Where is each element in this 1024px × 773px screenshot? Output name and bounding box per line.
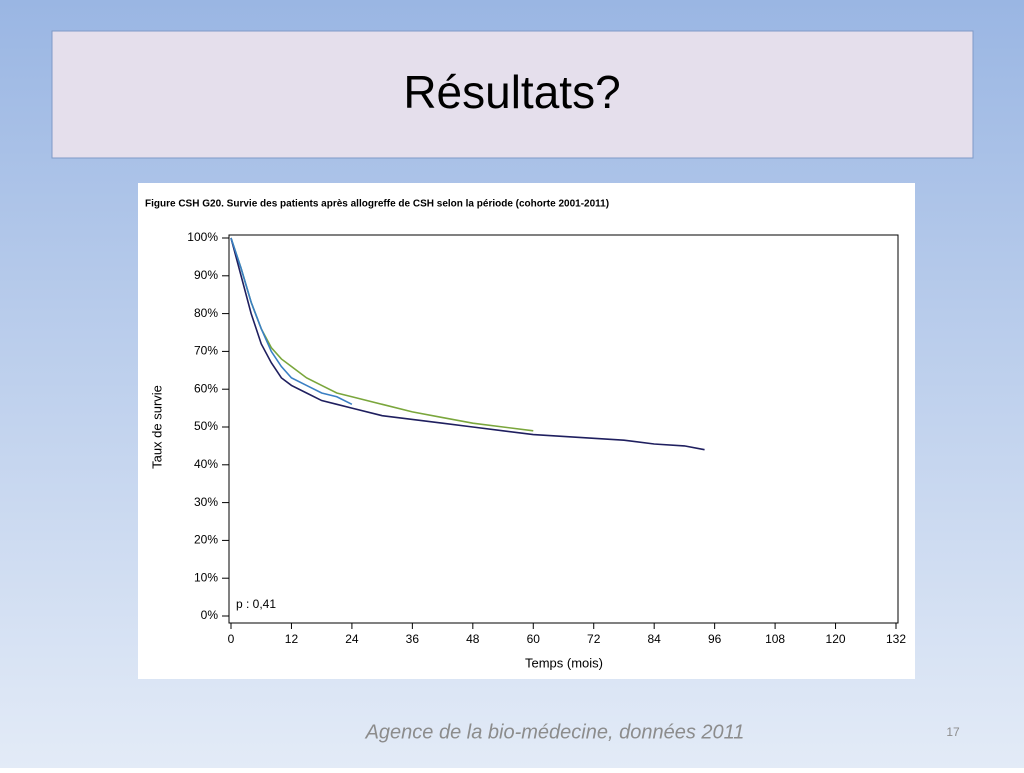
y-tick-label: 70% bbox=[194, 344, 218, 358]
source: Agence de la bio-médecine, données 2011 bbox=[365, 721, 745, 743]
x-tick-label: 72 bbox=[587, 632, 601, 646]
y-tick-label: 10% bbox=[194, 570, 218, 584]
annotation: p : 0,41 bbox=[236, 597, 276, 611]
x-tick-label: 24 bbox=[345, 632, 359, 646]
slide-number: 17 bbox=[946, 725, 960, 739]
y-tick-label: 50% bbox=[194, 419, 218, 433]
plot: 0% 10% 20% 30% 40% 50% 60% 70% 80% 90% 100% 0 12 24 36… bbox=[187, 230, 906, 646]
x-tick-label: 36 bbox=[406, 632, 420, 646]
y-tick-label: 100% bbox=[187, 230, 218, 244]
survival-curve bbox=[230, 237, 353, 406]
y-axis-label: Taux de survie bbox=[149, 385, 164, 469]
y-tick-label: 40% bbox=[194, 457, 218, 471]
chart-panel bbox=[138, 183, 915, 679]
y-tick-label: 20% bbox=[194, 533, 218, 547]
x-tick-label: 60 bbox=[527, 632, 541, 646]
chart-title: Figure CSH G20. Survie des patients aprè… bbox=[145, 199, 609, 210]
x-tick-label: 48 bbox=[466, 632, 480, 646]
slide-title: Résultats? bbox=[403, 66, 620, 118]
title-box bbox=[51, 30, 974, 159]
x-tick-label: 120 bbox=[826, 632, 846, 646]
x-tick-label: 12 bbox=[285, 632, 299, 646]
x-tick-label: 84 bbox=[648, 632, 662, 646]
x-tick-label: 0 bbox=[228, 632, 235, 646]
y-tick-label: 30% bbox=[194, 495, 218, 509]
y-tick-label: 60% bbox=[194, 381, 218, 395]
x-tick-label: 96 bbox=[708, 632, 722, 646]
y-tick-label: 0% bbox=[201, 608, 219, 622]
x-tick-label: 132 bbox=[886, 632, 906, 646]
x-axis-label: Temps (mois) bbox=[525, 655, 603, 670]
x-tick-label: 108 bbox=[765, 632, 785, 646]
survival-curve bbox=[230, 237, 705, 451]
y-tick-label: 80% bbox=[194, 306, 218, 320]
y-tick-label: 90% bbox=[194, 268, 218, 282]
plot-frame bbox=[228, 234, 899, 624]
